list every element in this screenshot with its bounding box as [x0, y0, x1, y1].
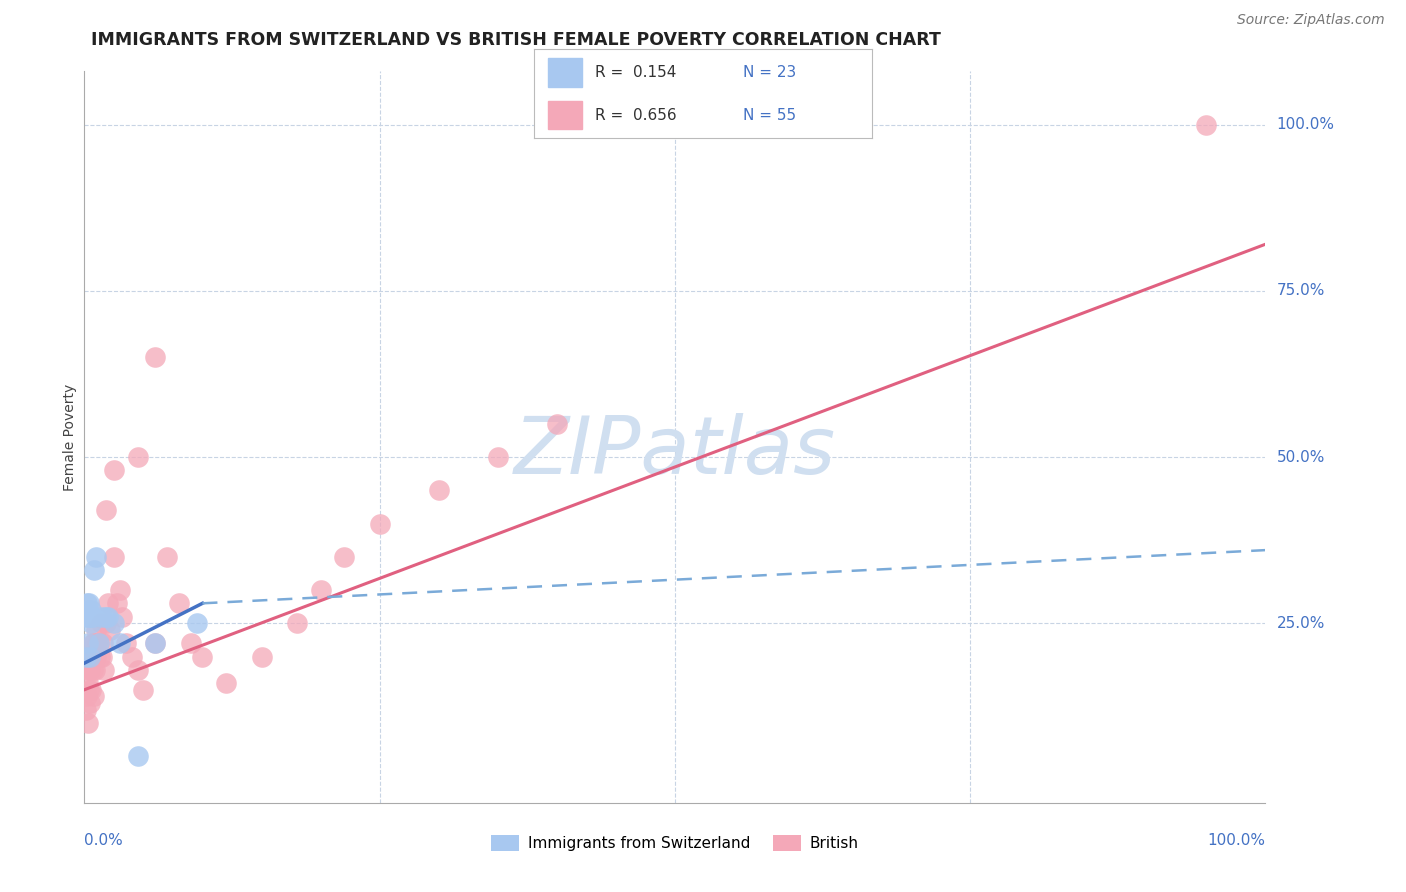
Text: 0.0%: 0.0% — [84, 833, 124, 848]
Point — [77, 676, 100, 690]
Point — [75, 649, 97, 664]
Point — [91, 649, 114, 664]
Text: 100.0%: 100.0% — [1208, 833, 1265, 848]
Point — [333, 549, 356, 564]
Point — [84, 663, 107, 677]
Point — [180, 636, 202, 650]
Point — [75, 703, 97, 717]
Point — [108, 636, 131, 650]
Point — [87, 636, 110, 650]
Point — [111, 609, 134, 624]
Point — [89, 649, 111, 664]
Point — [285, 616, 308, 631]
Point — [546, 417, 568, 431]
Text: 75.0%: 75.0% — [1277, 284, 1324, 298]
Point — [114, 636, 136, 650]
Point — [309, 582, 332, 597]
Y-axis label: Female Poverty: Female Poverty — [63, 384, 77, 491]
Point — [97, 596, 120, 610]
Point — [82, 663, 104, 677]
Point — [77, 596, 100, 610]
Point — [167, 596, 190, 610]
Point — [250, 649, 273, 664]
Point — [79, 609, 101, 624]
Point — [94, 616, 117, 631]
Point — [368, 516, 391, 531]
Point — [132, 682, 155, 697]
Text: R =  0.154: R = 0.154 — [595, 65, 676, 79]
Point — [127, 749, 149, 764]
Point — [79, 696, 101, 710]
Point — [84, 549, 107, 564]
Bar — [548, 101, 582, 129]
Point — [77, 636, 100, 650]
Point — [83, 690, 105, 704]
Point — [486, 450, 509, 464]
Point — [127, 450, 149, 464]
Point — [77, 716, 100, 731]
Point — [93, 663, 115, 677]
Point — [77, 649, 100, 664]
Point — [76, 690, 98, 704]
Point — [143, 636, 166, 650]
Point — [143, 351, 166, 365]
Point — [82, 609, 104, 624]
Point — [103, 616, 125, 631]
Point — [77, 609, 100, 624]
Point — [97, 609, 120, 624]
Point — [83, 636, 105, 650]
Text: 100.0%: 100.0% — [1277, 117, 1334, 132]
Point — [79, 649, 101, 664]
Point — [86, 636, 108, 650]
Text: N = 23: N = 23 — [744, 65, 797, 79]
Point — [1195, 118, 1218, 132]
Point — [76, 596, 98, 610]
Bar — [548, 58, 582, 87]
Point — [186, 616, 208, 631]
Point — [127, 663, 149, 677]
Point — [77, 603, 100, 617]
Point — [121, 649, 143, 664]
Text: R =  0.656: R = 0.656 — [595, 108, 676, 122]
Point — [191, 649, 214, 664]
Point — [94, 609, 117, 624]
Point — [427, 483, 450, 498]
Legend: Immigrants from Switzerland, British: Immigrants from Switzerland, British — [485, 830, 865, 857]
Point — [84, 649, 107, 664]
Point — [94, 503, 117, 517]
Point — [76, 663, 98, 677]
Point — [83, 563, 105, 577]
Point — [98, 623, 121, 637]
Point — [107, 596, 129, 610]
Text: IMMIGRANTS FROM SWITZERLAND VS BRITISH FEMALE POVERTY CORRELATION CHART: IMMIGRANTS FROM SWITZERLAND VS BRITISH F… — [91, 31, 941, 49]
Point — [84, 623, 107, 637]
Point — [103, 549, 125, 564]
Point — [79, 663, 101, 677]
Point — [80, 616, 103, 631]
Point — [76, 609, 98, 624]
Text: ZIPatlas: ZIPatlas — [513, 413, 837, 491]
Text: 25.0%: 25.0% — [1277, 615, 1324, 631]
Point — [91, 609, 114, 624]
Point — [108, 582, 131, 597]
Point — [91, 636, 114, 650]
Point — [77, 682, 100, 697]
Text: N = 55: N = 55 — [744, 108, 797, 122]
Point — [90, 616, 112, 631]
Point — [80, 682, 103, 697]
Point — [80, 603, 103, 617]
Point — [103, 463, 125, 477]
Point — [87, 636, 110, 650]
Point — [143, 636, 166, 650]
Point — [156, 549, 179, 564]
Text: Source: ZipAtlas.com: Source: ZipAtlas.com — [1237, 13, 1385, 28]
Text: 50.0%: 50.0% — [1277, 450, 1324, 465]
Point — [80, 649, 103, 664]
Point — [82, 636, 104, 650]
Point — [215, 676, 238, 690]
